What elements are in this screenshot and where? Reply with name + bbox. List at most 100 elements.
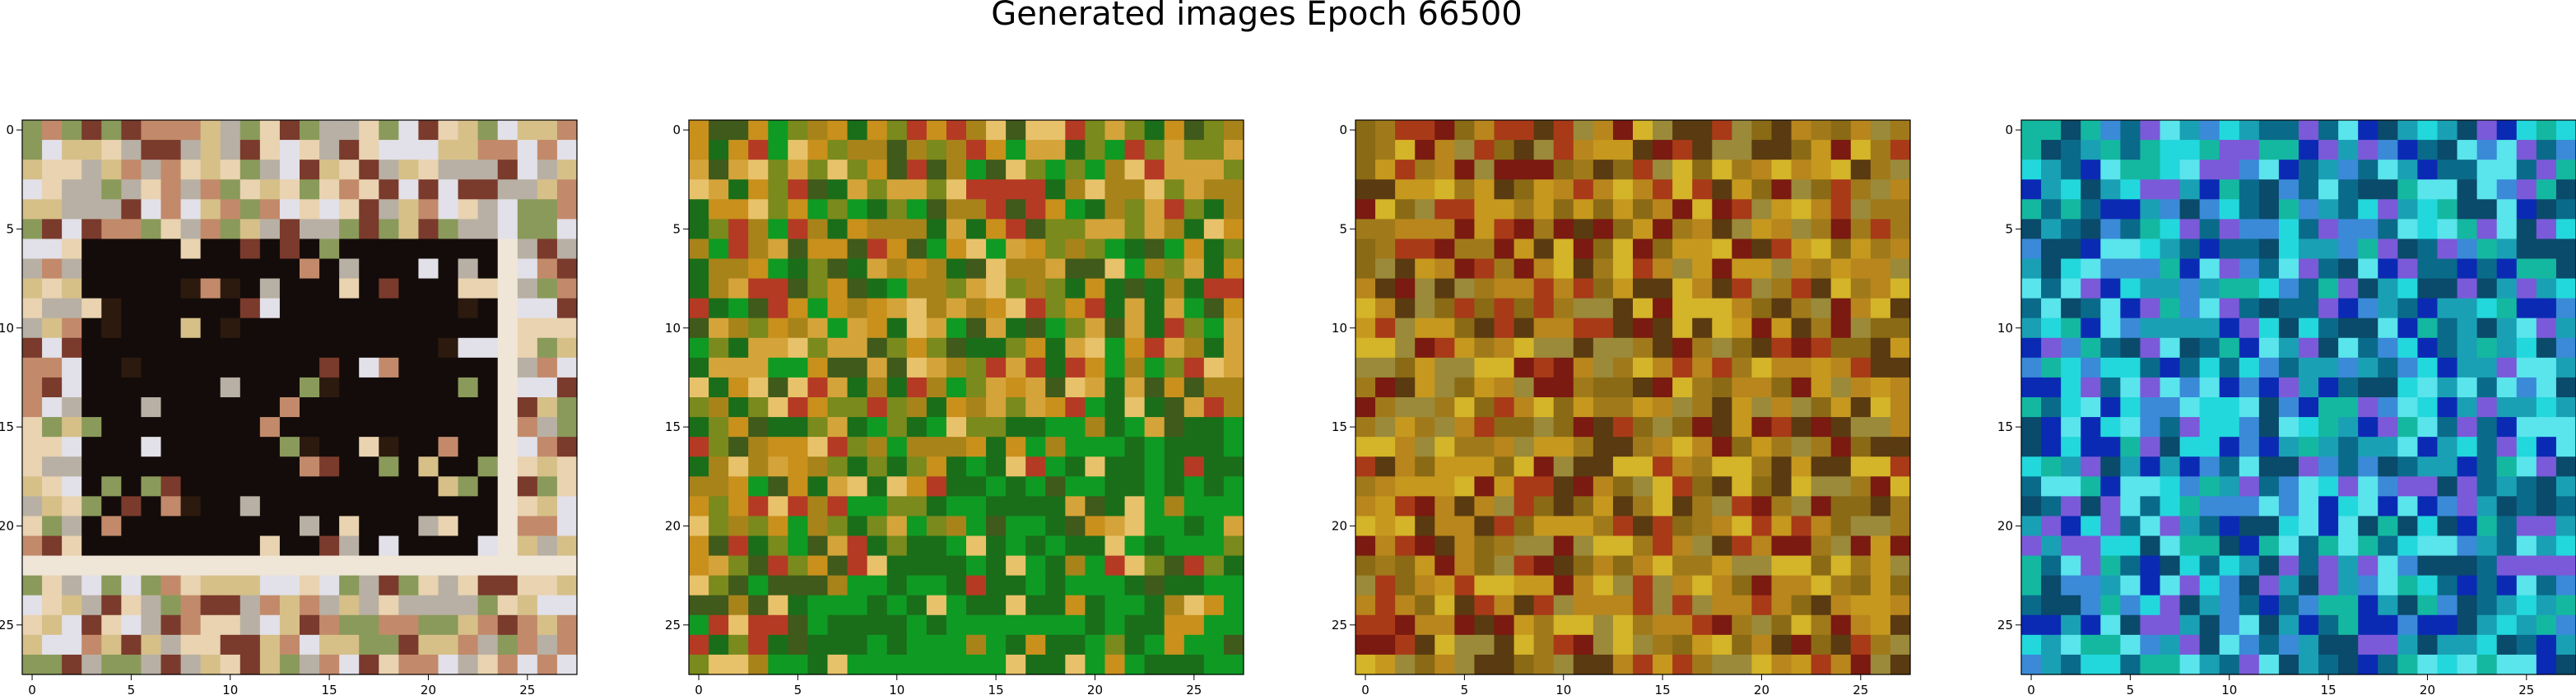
pixel: [81, 179, 102, 200]
pixel: [2496, 298, 2518, 319]
pixel: [121, 239, 142, 260]
pixel: [2555, 417, 2576, 438]
pixel: [1025, 595, 1046, 616]
pixel: [497, 496, 518, 517]
pixel: [2219, 437, 2240, 457]
pixel: [300, 258, 320, 280]
pixel: [847, 160, 868, 180]
pixel: [141, 219, 162, 240]
pixel: [966, 397, 987, 418]
pixel: [2061, 258, 2081, 280]
pixel: [2378, 595, 2398, 616]
pixel: [1494, 634, 1515, 656]
pixel: [807, 179, 829, 200]
pixel: [1104, 614, 1126, 636]
pixel: [2021, 258, 2042, 280]
pixel: [2318, 456, 2339, 477]
pixel: [2555, 575, 2576, 596]
pixel: [986, 516, 1007, 537]
pixel: [22, 595, 43, 616]
pixel: [259, 337, 281, 359]
pixel: [1732, 298, 1753, 319]
pixel: [300, 555, 320, 577]
pixel: [497, 614, 518, 636]
pixel: [807, 654, 829, 675]
pixel: [259, 595, 281, 616]
pixel: [1791, 258, 1812, 280]
pixel: [1751, 654, 1773, 675]
pixel: [2417, 377, 2439, 398]
pixel: [42, 140, 63, 160]
pixel: [200, 437, 221, 457]
pixel: [101, 417, 122, 438]
pixel: [42, 516, 63, 537]
pixel: [1633, 120, 1653, 141]
pixel: [2120, 337, 2141, 359]
pixel: [81, 120, 102, 141]
pixel: [886, 160, 908, 180]
pixel: [1890, 417, 1911, 438]
pixel: [1653, 516, 1673, 537]
pixel: [398, 496, 420, 517]
pixel: [986, 199, 1007, 220]
pixel: [1811, 160, 1832, 180]
pixel: [2397, 377, 2419, 398]
pixel: [1751, 397, 1773, 418]
pixel: [359, 555, 379, 577]
pixel: [2378, 634, 2398, 656]
pixel: [2061, 239, 2081, 260]
pixel: [1183, 239, 1205, 260]
pixel: [160, 496, 182, 517]
pixel: [2358, 496, 2378, 517]
pixel: [1434, 140, 1455, 160]
pixel: [689, 219, 709, 240]
pixel: [1006, 140, 1026, 160]
pixel: [81, 614, 102, 636]
pixel: [1454, 496, 1476, 517]
pixel: [946, 456, 967, 477]
pixel: [1593, 437, 1614, 457]
pixel: [1672, 437, 1693, 457]
pixel: [886, 397, 908, 418]
pixel: [339, 337, 360, 359]
pixel: [1006, 377, 1026, 398]
pixel: [966, 298, 987, 319]
pixel: [1065, 278, 1086, 299]
pixel: [2318, 417, 2339, 438]
pixel: [2239, 476, 2260, 497]
pixel: [2179, 476, 2201, 497]
pixel: [1065, 357, 1086, 378]
pixel: [1045, 654, 1066, 675]
pixel: [1712, 634, 1732, 656]
pixel: [497, 516, 518, 537]
pixel: [1375, 555, 1396, 577]
pixel: [458, 476, 479, 497]
pixel: [1890, 456, 1911, 477]
pixel: [1811, 239, 1832, 260]
pixel: [1355, 140, 1376, 160]
pixel: [2219, 317, 2240, 339]
pixel: [2120, 357, 2141, 378]
pixel: [398, 575, 420, 596]
pixel: [2258, 278, 2280, 299]
pixel: [867, 357, 888, 378]
pixel: [2358, 357, 2378, 378]
pixel: [1850, 298, 1872, 319]
pixel: [1553, 278, 1574, 299]
pixel: [1573, 239, 1594, 260]
pixel: [1692, 258, 1713, 280]
y-tick-label: 0: [2005, 123, 2013, 137]
pixel: [1553, 179, 1574, 200]
pixel: [2160, 140, 2181, 160]
pixel: [709, 417, 729, 438]
pixel: [517, 595, 538, 616]
pixel: [2160, 634, 2181, 656]
pixel: [1474, 575, 1495, 596]
pixel: [1434, 199, 1455, 220]
pixel: [1850, 199, 1872, 220]
pixel: [1164, 357, 1185, 378]
pixel: [2120, 575, 2141, 596]
pixel: [1514, 278, 1535, 299]
pixel: [748, 417, 769, 438]
pixel: [1355, 575, 1376, 596]
